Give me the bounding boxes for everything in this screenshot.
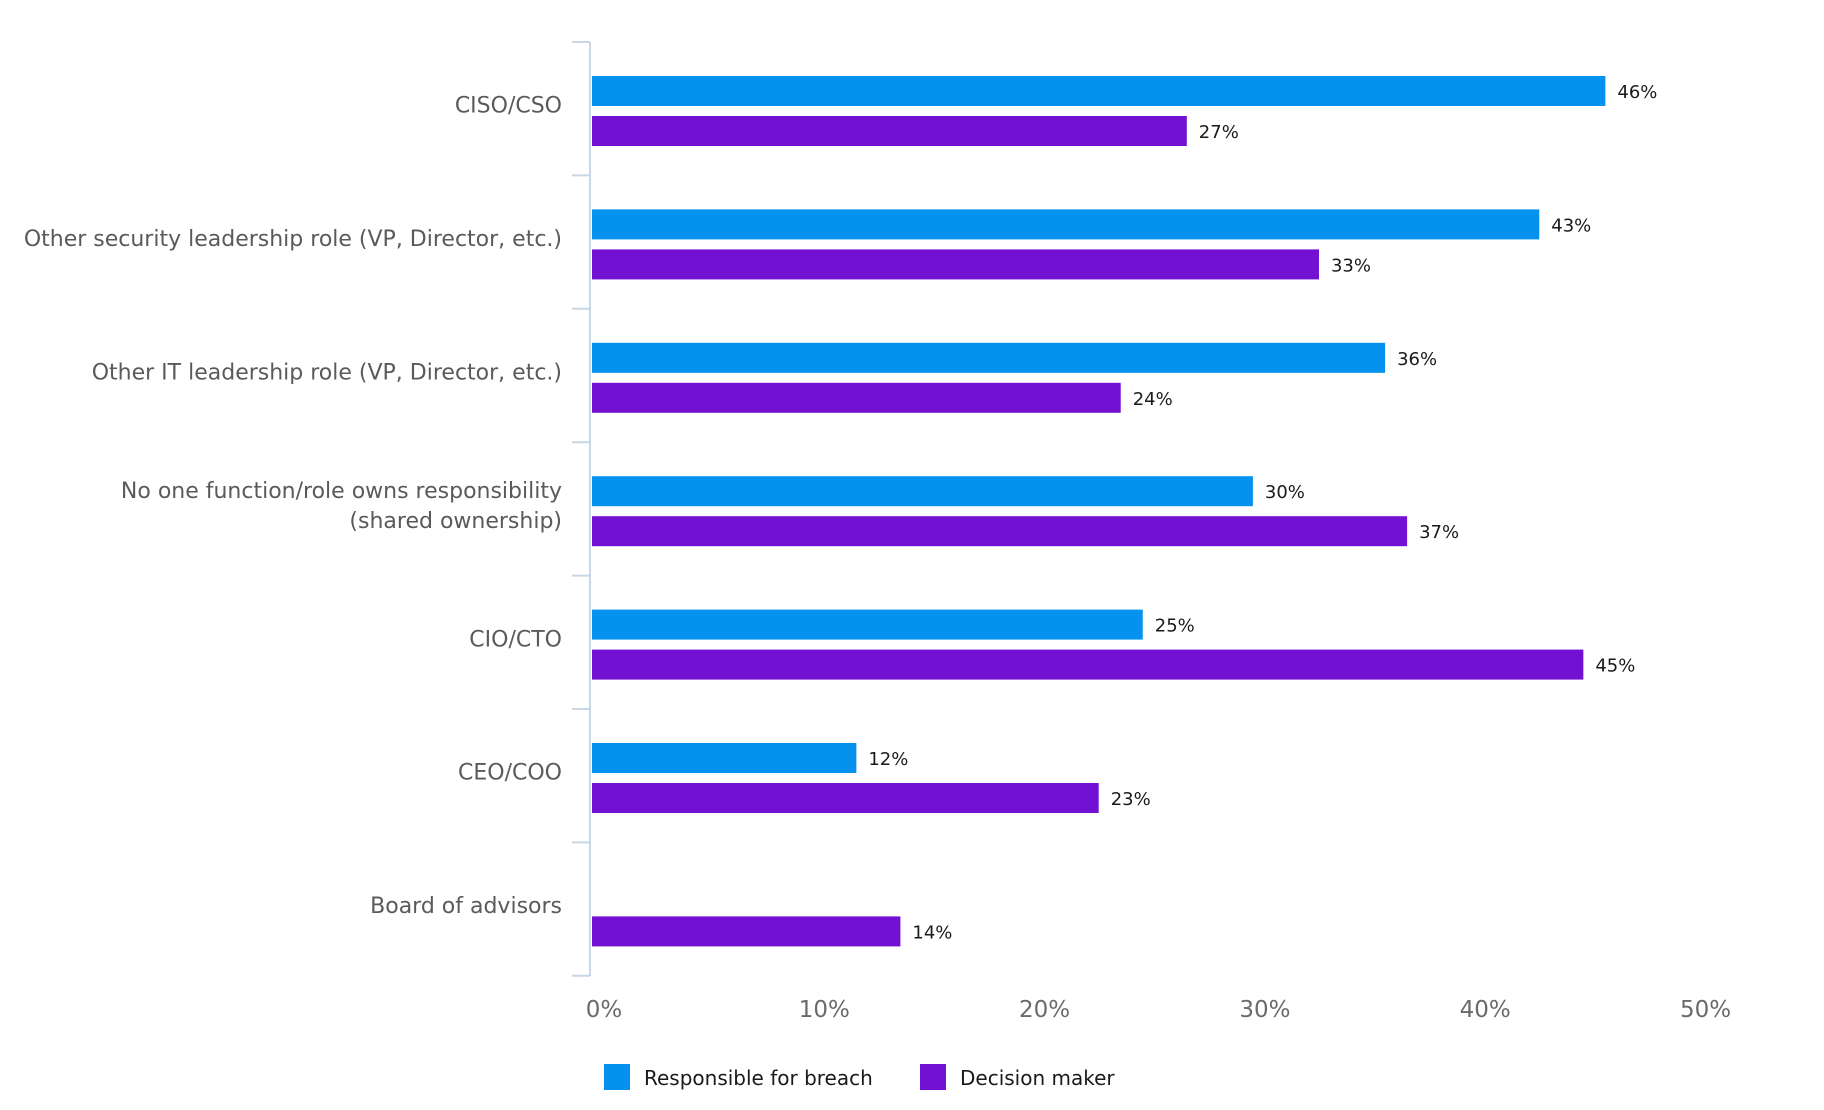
x-axis-ticks: 0% 10% 20% 30% 40% 50% xyxy=(586,997,1731,1023)
y-axis xyxy=(572,41,591,977)
value-label: 24% xyxy=(1133,389,1173,410)
bar-decision-maker xyxy=(592,382,1121,413)
bar-decision-maker xyxy=(592,916,901,947)
x-tick-label: 50% xyxy=(1680,997,1731,1023)
category-label: (shared ownership) xyxy=(349,509,562,534)
value-label: 12% xyxy=(868,749,908,770)
bar-decision-maker xyxy=(592,783,1099,813)
title-text: ...ng... responsibility ... dec... maker… xyxy=(150,0,1118,1)
legend-label: Responsible for breach xyxy=(644,1066,873,1090)
category-label: Other security leadership role (VP, Dire… xyxy=(24,227,562,252)
value-label: 30% xyxy=(1265,482,1305,503)
x-tick-label: 20% xyxy=(1019,997,1070,1023)
legend-swatch xyxy=(920,1064,946,1090)
value-label: 37% xyxy=(1419,522,1459,543)
category-label: CIO/CTO xyxy=(469,627,562,652)
value-label: 25% xyxy=(1155,616,1195,637)
category-label: No one function/role owns responsibility xyxy=(121,479,562,504)
bar-responsible xyxy=(592,342,1386,373)
bar-decision-maker xyxy=(592,249,1319,280)
legend: Responsible for breach Decision maker xyxy=(604,1064,1115,1090)
x-tick-label: 10% xyxy=(799,997,850,1023)
value-label: 23% xyxy=(1111,789,1151,810)
bar-decision-maker xyxy=(592,516,1408,547)
bars xyxy=(592,76,1606,947)
value-label: 43% xyxy=(1551,215,1591,236)
bar-responsible xyxy=(592,609,1143,640)
bar-responsible xyxy=(592,209,1540,240)
category-labels: CISO/CSO Other security leadership role (… xyxy=(24,94,562,919)
value-label: 46% xyxy=(1617,82,1657,103)
category-label: Other IT leadership role (VP, Director, … xyxy=(92,361,562,386)
value-labels: 46% 43% 36% 30% 25% 12% 27% 33% 24% 37% 45% 23% 14% xyxy=(868,82,1657,943)
bar-decision-maker xyxy=(592,649,1584,680)
value-label: 14% xyxy=(912,922,952,943)
bar-decision-maker xyxy=(592,116,1187,146)
x-tick-label: 0% xyxy=(586,997,623,1023)
x-tick-label: 40% xyxy=(1460,997,1511,1023)
value-label: 27% xyxy=(1199,122,1239,143)
category-label: CISO/CSO xyxy=(455,94,562,119)
value-label: 45% xyxy=(1595,656,1635,677)
bar-responsible xyxy=(592,743,857,773)
category-label: CEO/COO xyxy=(458,761,562,786)
bar-responsible xyxy=(592,76,1606,106)
category-label: Board of advisors xyxy=(370,894,562,919)
chart-title: ...ng... responsibility ... dec... maker… xyxy=(150,0,1118,1)
legend-swatch xyxy=(604,1064,630,1090)
value-label: 36% xyxy=(1397,349,1437,370)
x-tick-label: 30% xyxy=(1239,997,1290,1023)
bar-responsible xyxy=(592,476,1253,507)
legend-label: Decision maker xyxy=(960,1066,1115,1090)
value-label: 33% xyxy=(1331,255,1371,276)
